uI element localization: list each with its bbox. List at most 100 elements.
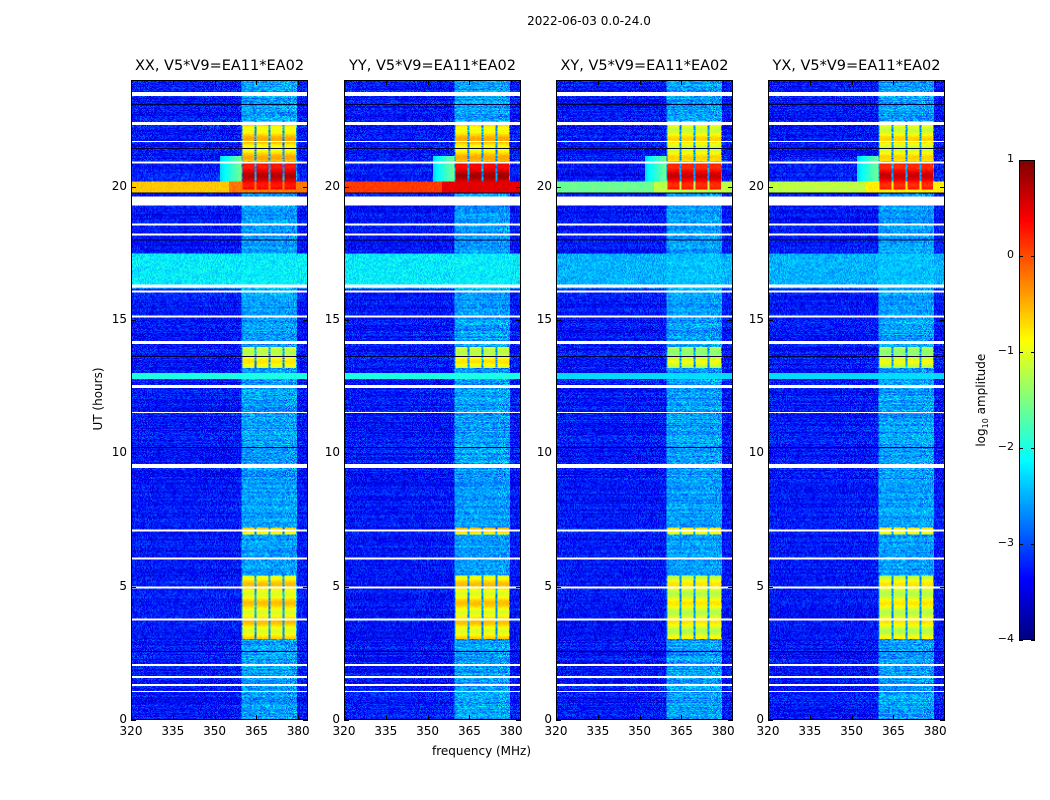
y-tick-mark-right — [303, 586, 308, 588]
y-tick-mark-right — [516, 186, 521, 188]
y-tick-label: 20 — [111, 178, 127, 193]
y-tick-label: 5 — [756, 578, 764, 593]
x-tick-mark — [681, 715, 683, 720]
x-tick-mark — [556, 715, 557, 720]
colorbar-label: log10 amplitude — [973, 353, 991, 447]
x-tick-label: 380 — [286, 724, 310, 738]
colorbar-tick-mark — [1019, 160, 1023, 161]
heatmap-panel-0 — [131, 80, 308, 720]
panel-title: XY, V5*V9=EA11*EA02 — [560, 58, 729, 74]
colorbar-tick-mark — [1019, 544, 1023, 545]
x-tick-mark — [131, 715, 132, 720]
y-tick-mark — [768, 186, 773, 188]
y-tick-mark-right — [940, 720, 945, 721]
x-tick-label: 335 — [586, 724, 610, 738]
colorbar-tick-mark-right — [1031, 448, 1035, 449]
x-tick-mark-top — [723, 80, 725, 85]
x-tick-mark-top — [809, 80, 811, 85]
x-tick-label: 380 — [711, 724, 735, 738]
y-tick-mark — [344, 320, 349, 321]
x-tick-mark — [851, 715, 853, 720]
x-axis-label: frequency (MHz) — [432, 744, 532, 758]
x-tick-mark-top — [298, 80, 300, 85]
y-tick-mark-right — [303, 186, 308, 188]
y-tick-mark — [131, 586, 136, 588]
x-tick-mark — [935, 715, 937, 720]
x-tick-label: 350 — [416, 724, 440, 738]
x-tick-label: 365 — [881, 724, 905, 738]
y-tick-mark — [768, 720, 773, 721]
colorbar-tick-mark-right — [1031, 160, 1035, 161]
colorbar-tick-label: −3 — [997, 536, 1014, 549]
x-tick-label: 335 — [161, 724, 185, 738]
y-tick-mark-right — [940, 186, 945, 188]
y-tick-mark — [344, 586, 349, 588]
x-tick-mark — [344, 715, 345, 720]
panel-title: YX, V5*V9=EA11*EA02 — [772, 58, 941, 74]
y-tick-mark — [131, 186, 136, 188]
colorbar-tick-label: 0 — [1007, 248, 1014, 261]
x-tick-label: 320 — [332, 724, 356, 738]
colorbar-tick-label: −4 — [997, 632, 1014, 645]
y-tick-mark — [344, 720, 349, 721]
y-tick-mark — [131, 720, 136, 721]
y-tick-mark — [768, 453, 773, 455]
y-tick-mark-right — [516, 720, 521, 721]
x-tick-mark-top — [469, 80, 471, 85]
x-tick-mark-top — [256, 80, 258, 85]
colorbar-tick-mark — [1019, 640, 1023, 641]
y-tick-label: 15 — [111, 312, 127, 326]
x-tick-mark — [768, 715, 769, 720]
y-tick-mark-right — [303, 720, 308, 721]
x-tick-label: 365 — [244, 724, 268, 738]
x-tick-mark-top — [427, 80, 429, 85]
x-tick-mark-top — [214, 80, 216, 85]
y-tick-label: 20 — [748, 178, 764, 193]
y-tick-mark — [556, 720, 561, 721]
x-tick-label: 365 — [669, 724, 693, 738]
x-tick-mark-top — [597, 80, 599, 85]
y-tick-mark-right — [940, 320, 945, 321]
y-tick-mark — [556, 586, 561, 588]
y-tick-mark — [556, 186, 561, 188]
y-axis-label: UT (hours) — [91, 367, 105, 431]
y-tick-mark — [556, 453, 561, 455]
colorbar-tick-mark — [1019, 448, 1023, 449]
y-tick-label: 0 — [544, 712, 552, 726]
x-tick-mark-top — [131, 80, 132, 85]
heatmap-panel-1 — [344, 80, 521, 720]
colorbar-tick-mark-right — [1031, 352, 1035, 353]
x-tick-label: 350 — [203, 724, 227, 738]
y-tick-label: 15 — [748, 312, 764, 326]
x-tick-mark — [427, 715, 429, 720]
x-tick-mark — [723, 715, 725, 720]
x-tick-mark — [809, 715, 811, 720]
x-tick-mark — [298, 715, 300, 720]
colorbar-tick-mark-right — [1031, 256, 1035, 257]
colorbar-tick-label: −2 — [997, 440, 1014, 453]
y-tick-mark — [768, 320, 773, 321]
x-tick-mark-top — [893, 80, 895, 85]
colorbar-tick-label: 1 — [1007, 152, 1014, 165]
y-tick-mark — [556, 320, 561, 321]
x-tick-label: 380 — [499, 724, 523, 738]
x-tick-mark — [214, 715, 216, 720]
y-tick-label: 0 — [332, 712, 340, 726]
x-tick-mark-top — [556, 80, 557, 85]
colorbar-tick-mark — [1019, 352, 1023, 353]
heatmap-panel-2 — [556, 80, 733, 720]
y-tick-label: 5 — [119, 578, 127, 593]
heatmap-canvas — [557, 81, 732, 719]
y-tick-label: 0 — [119, 712, 127, 726]
x-tick-mark-top — [768, 80, 769, 85]
x-tick-mark-top — [385, 80, 387, 85]
heatmap-canvas — [769, 81, 944, 719]
x-tick-mark — [639, 715, 641, 720]
y-tick-label: 15 — [536, 312, 552, 326]
y-tick-label: 10 — [536, 445, 552, 460]
x-tick-mark-top — [172, 80, 174, 85]
x-tick-mark-top — [681, 80, 683, 85]
x-tick-label: 320 — [544, 724, 568, 738]
figure-title: 2022-06-03 0.0-24.0 — [527, 14, 651, 28]
x-tick-label: 320 — [756, 724, 780, 738]
